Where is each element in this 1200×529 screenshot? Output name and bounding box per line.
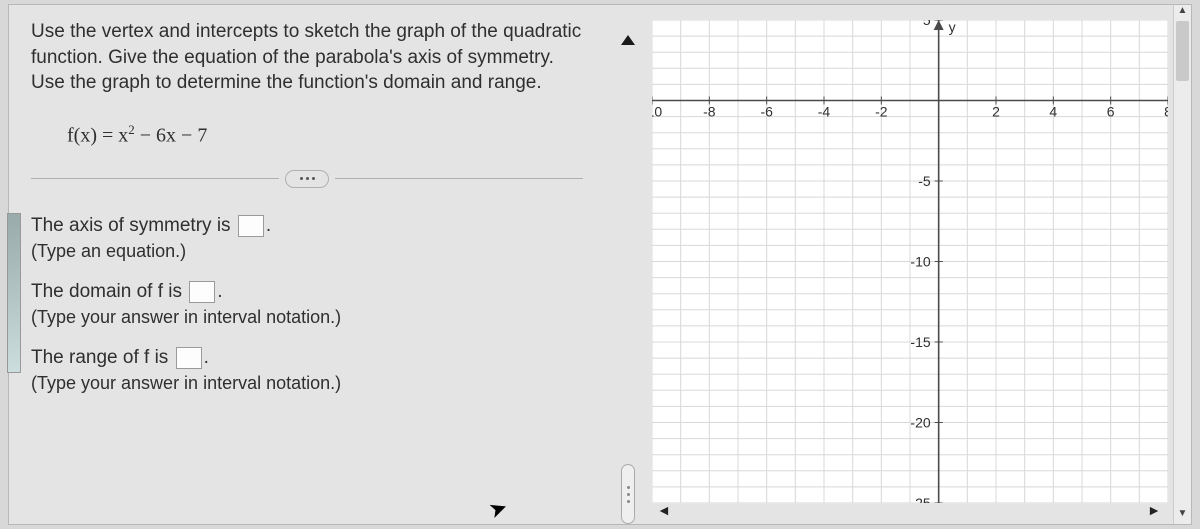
svg-text:-8: -8 <box>703 104 716 120</box>
scroll-down-icon[interactable]: ▼ <box>1174 508 1191 524</box>
axis-of-symmetry-row: The axis of symmetry is . (Type an equat… <box>31 214 583 264</box>
formula-prefix: f(x) = x <box>67 125 128 147</box>
question-prompt: Use the vertex and intercepts to sketch … <box>31 19 583 96</box>
coordinate-plane[interactable]: y -10 -8 -6 -4 -2 2 4 6 8 5 -5 -10 -15 -20 -25 <box>651 19 1169 504</box>
svg-text:4: 4 <box>1049 104 1057 120</box>
graph-svg: y -10 -8 -6 -4 -2 2 4 6 8 5 -5 -10 -15 -20 -25 <box>652 20 1168 503</box>
scroll-up-button[interactable] <box>621 35 635 45</box>
scroll-up-icon[interactable]: ▲ <box>1174 5 1191 21</box>
axis-label: The axis of symmetry is <box>31 215 236 236</box>
svg-text:6: 6 <box>1107 104 1115 120</box>
collapse-handle[interactable] <box>621 464 635 524</box>
panel-controls <box>605 5 651 524</box>
domain-label: The domain of f is <box>31 281 187 302</box>
axis-input[interactable] <box>238 215 264 237</box>
svg-text:-25: -25 <box>910 495 930 503</box>
app-window: Use the vertex and intercepts to sketch … <box>8 4 1192 525</box>
range-input[interactable] <box>176 347 202 369</box>
axis-hint: (Type an equation.) <box>31 240 583 263</box>
scrollbar-thumb[interactable] <box>1176 21 1189 81</box>
svg-text:-10: -10 <box>652 104 662 120</box>
more-options-button[interactable] <box>285 170 329 188</box>
domain-row: The domain of f is . (Type your answer i… <box>31 280 583 330</box>
svg-text:2: 2 <box>992 104 1000 120</box>
range-row: The range of f is . (Type your answer in… <box>31 346 583 396</box>
domain-hint: (Type your answer in interval notation.) <box>31 306 583 329</box>
domain-input[interactable] <box>189 281 215 303</box>
vertical-scrollbar[interactable]: ▲ ▼ <box>1173 5 1191 524</box>
svg-text:5: 5 <box>923 20 931 28</box>
svg-text:8: 8 <box>1164 104 1168 120</box>
range-label: The range of f is <box>31 347 174 368</box>
graph-pan-left-button[interactable]: ◄ <box>657 502 671 518</box>
svg-text:-6: -6 <box>760 104 773 120</box>
svg-text:-5: -5 <box>918 173 931 189</box>
section-divider <box>31 170 583 188</box>
function-formula: f(x) = x2 − 6x − 7 <box>67 122 583 148</box>
svg-text:-2: -2 <box>875 104 888 120</box>
question-panel: Use the vertex and intercepts to sketch … <box>9 5 605 524</box>
svg-text:-10: -10 <box>910 254 930 270</box>
svg-text:-4: -4 <box>818 104 831 120</box>
graph-panel: y -10 -8 -6 -4 -2 2 4 6 8 5 -5 -10 -15 -20 -25 ◄ ► ▲ ▼ <box>651 5 1191 524</box>
svg-text:-15: -15 <box>910 334 930 350</box>
svg-text:-20: -20 <box>910 415 930 431</box>
svg-text:y: y <box>949 20 956 35</box>
graph-pan-right-button[interactable]: ► <box>1147 502 1161 518</box>
cursor-icon: ➤ <box>485 494 511 525</box>
formula-suffix: − 6x − 7 <box>135 125 208 147</box>
range-hint: (Type your answer in interval notation.) <box>31 372 583 395</box>
